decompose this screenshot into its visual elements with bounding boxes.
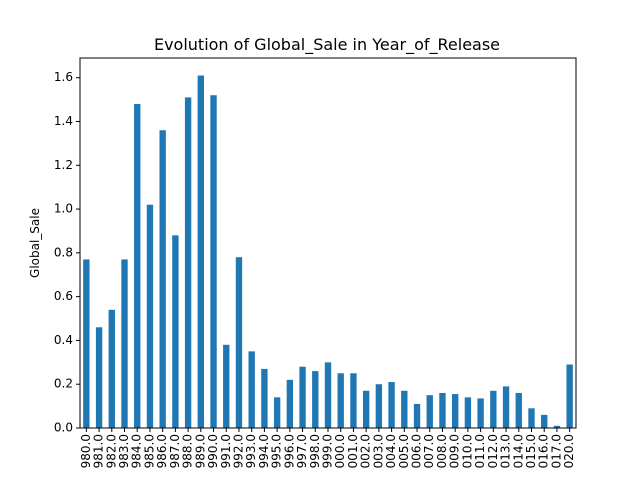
bar-980.0: [83, 259, 89, 428]
bar-995.0: [274, 397, 280, 428]
y-tick-label: 0.6: [54, 289, 73, 303]
chart-title: Evolution of Global_Sale in Year_of_Rele…: [154, 35, 500, 55]
y-tick-label: 1.2: [54, 158, 73, 172]
bar-981.0: [96, 327, 102, 428]
y-tick-label: 0.4: [54, 333, 73, 347]
bar-996.0: [287, 380, 293, 428]
bar-000.0: [338, 373, 344, 428]
bar-992.0: [236, 257, 242, 428]
bar-983.0: [121, 259, 127, 428]
y-axis-label: Global_Sale: [28, 208, 42, 278]
y-tick-label: 0.8: [54, 245, 73, 259]
bar-008.0: [439, 393, 445, 428]
bar-994.0: [261, 369, 267, 428]
bar-984.0: [134, 104, 140, 428]
bar-004.0: [388, 382, 394, 428]
bar-001.0: [350, 373, 356, 428]
bar-016.0: [541, 415, 547, 428]
bar-998.0: [312, 371, 318, 428]
y-tick-label: 0.0: [54, 421, 73, 435]
y-tick-label: 1.4: [54, 114, 73, 128]
bar-020.0: [566, 365, 572, 428]
bar-007.0: [427, 395, 433, 428]
bar-010.0: [465, 397, 471, 428]
bar-013.0: [503, 386, 509, 428]
bar-988.0: [185, 97, 191, 428]
y-tick-label: 1.0: [54, 202, 73, 216]
bar-987.0: [172, 235, 178, 428]
bar-993.0: [249, 351, 255, 428]
bar-009.0: [452, 394, 458, 428]
bar-006.0: [414, 404, 420, 428]
y-tick-label: 1.6: [54, 70, 73, 84]
x-tick-label: 020.0: [562, 434, 576, 468]
bar-985.0: [147, 205, 153, 428]
bar-014.0: [516, 393, 522, 428]
y-tick-label: 0.2: [54, 377, 73, 391]
bar-012.0: [490, 391, 496, 428]
x-axis-ticks: 980.0981.0982.0983.0984.0985.0986.0987.0…: [79, 428, 576, 468]
bar-999.0: [325, 362, 331, 428]
bar-989.0: [198, 76, 204, 428]
bar-015.0: [528, 408, 534, 428]
bar-005.0: [401, 391, 407, 428]
bar-997.0: [299, 367, 305, 428]
bar-986.0: [159, 130, 165, 428]
bar-003.0: [376, 384, 382, 428]
bar-990.0: [210, 95, 216, 428]
bar-011.0: [477, 398, 483, 428]
bar-002.0: [363, 391, 369, 428]
bar-991.0: [223, 345, 229, 428]
bar-982.0: [109, 310, 115, 428]
